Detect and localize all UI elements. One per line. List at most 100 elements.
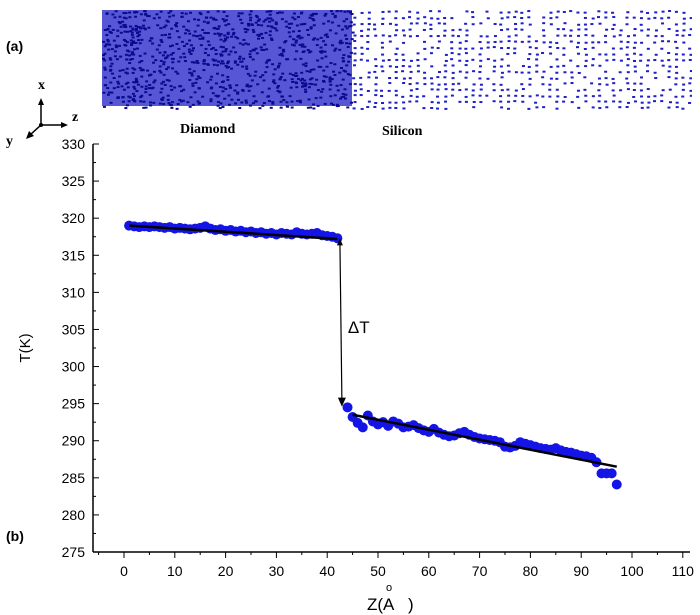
atom [360,107,364,110]
atom [591,95,595,98]
atom [294,72,298,75]
atom [499,83,503,86]
atom [308,16,312,19]
atom [632,88,636,91]
atom [268,20,272,23]
atom [667,40,671,43]
atom [674,65,678,68]
atom [612,23,616,26]
atom [210,86,214,89]
atom [542,34,546,37]
atom [120,85,124,88]
atom [401,95,405,98]
atom [471,89,475,92]
atom [576,89,580,92]
atom [324,75,328,78]
atom [316,104,320,107]
atom [264,71,268,74]
atom [366,59,370,62]
atom [343,88,347,91]
atom [245,83,249,86]
atom [646,88,650,91]
atom [224,24,228,27]
atom [341,59,345,62]
atom [142,100,146,103]
atom [188,39,192,42]
atom [221,18,225,21]
atom [114,44,118,47]
atom [262,20,266,23]
atom [527,16,531,19]
atom [151,86,155,89]
atom [528,95,532,98]
atom [126,30,130,33]
atom [236,92,240,95]
atom [235,84,239,87]
atom [242,38,246,41]
atom [415,22,419,25]
atom [107,91,111,94]
atom [654,11,658,14]
atom [353,94,357,97]
atom [576,41,580,44]
atom [197,87,201,90]
atom [231,33,235,36]
atom [611,11,615,14]
atom [611,28,615,31]
atom [577,34,581,37]
atom [224,87,228,90]
atom [129,39,133,42]
atom [430,82,434,85]
atom [492,83,496,86]
atom [122,88,126,91]
atom [500,58,504,61]
atom [528,83,532,86]
atom [625,16,629,19]
atom [129,30,133,33]
atom [381,10,385,13]
atom [180,12,184,15]
atom [216,72,220,75]
atom [192,70,196,73]
atom [597,41,601,44]
atom [116,80,120,83]
atom [556,65,560,68]
atom [675,71,679,74]
atom [248,19,252,22]
atom [451,83,455,86]
atom [458,100,462,103]
atom [576,46,580,49]
atom [444,100,448,103]
atom [158,65,162,68]
atom [640,29,644,32]
atom [576,65,580,68]
atom [221,62,225,65]
atom [611,89,615,92]
atom [626,11,630,14]
atom [633,65,637,68]
atom [555,16,559,19]
atom [640,101,644,104]
atom [689,94,692,97]
atom [118,15,122,18]
atom [306,49,310,52]
atom [133,81,137,84]
atom [223,34,227,37]
atom [293,58,297,61]
atom [247,89,251,92]
atom [443,17,447,20]
atom [344,25,348,28]
atom [500,29,504,32]
atom [349,21,353,24]
atom [675,58,679,61]
atom [373,70,377,73]
atom [295,50,299,53]
atom [212,17,216,20]
atom [182,52,186,55]
atom [210,75,214,78]
atom [131,28,135,31]
atom [353,89,357,92]
atom [160,87,164,90]
atom [618,106,622,109]
atom [124,107,128,110]
